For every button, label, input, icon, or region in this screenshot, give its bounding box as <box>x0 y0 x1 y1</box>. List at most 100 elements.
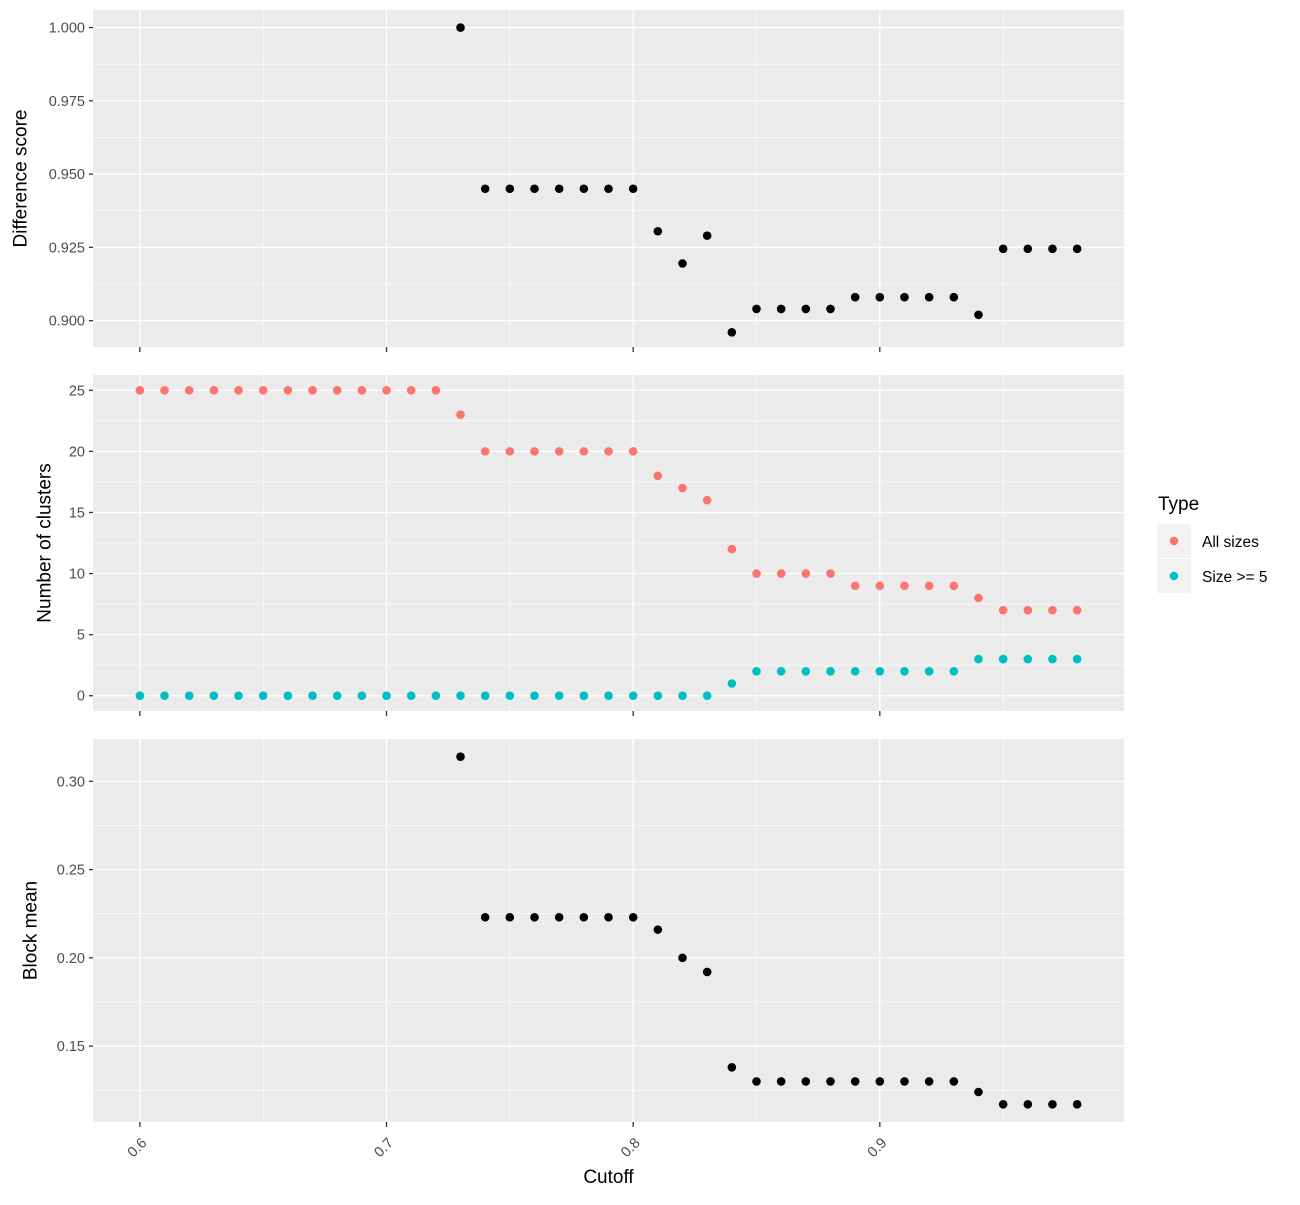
data-point <box>258 691 268 701</box>
data-point <box>234 385 243 395</box>
data-point <box>308 691 317 701</box>
data-point <box>579 447 589 456</box>
data-point <box>727 544 737 554</box>
data-point <box>160 691 169 701</box>
legend-key-point <box>1169 536 1179 546</box>
data-point <box>604 184 613 194</box>
data-point <box>456 410 465 420</box>
y-axis-title: Difference score <box>11 110 32 248</box>
data-point <box>382 385 391 395</box>
data-point <box>1048 1100 1057 1109</box>
data-point <box>1023 605 1033 615</box>
data-point <box>456 23 465 32</box>
data-point <box>702 495 712 505</box>
data-point <box>604 691 613 701</box>
data-point <box>776 569 786 578</box>
legend-title: Type <box>1158 494 1199 515</box>
x-tick-label: 0.7 <box>371 1135 397 1161</box>
y-tick-label: 20 <box>69 444 85 460</box>
x-tick-label: 0.8 <box>618 1135 644 1161</box>
data-point <box>678 953 687 963</box>
data-point <box>678 259 687 268</box>
data-point <box>135 691 145 701</box>
y-tick-label: 10 <box>69 567 85 583</box>
data-point <box>1072 654 1082 664</box>
data-point <box>456 691 465 701</box>
data-point <box>628 912 638 922</box>
data-point <box>332 385 342 395</box>
y-tick-label: 1.000 <box>49 21 85 37</box>
data-point <box>826 1077 835 1086</box>
data-point <box>826 304 835 314</box>
data-point <box>924 581 934 591</box>
data-point <box>801 569 811 578</box>
data-point <box>998 244 1008 254</box>
data-point <box>949 666 959 676</box>
block-mean-panel: 0.15 0.20 0.25 0.30 0.6 0.7 0.8 0.9 Cutoff Block … <box>21 739 1124 1188</box>
data-point <box>406 385 416 395</box>
difference-score-panel: 0.900 0.925 0.950 0.975 1.000 Difference scor… <box>11 10 1124 352</box>
data-point <box>1072 1100 1082 1109</box>
y-tick-label: 0.30 <box>57 774 85 790</box>
legend-label: Size >= 5 <box>1202 569 1268 586</box>
data-point <box>604 912 613 922</box>
data-point <box>850 581 860 591</box>
data-point <box>283 385 293 395</box>
data-point <box>184 385 194 395</box>
data-point <box>801 666 811 676</box>
data-point <box>900 581 909 591</box>
data-point <box>258 385 268 395</box>
data-point <box>135 385 145 395</box>
x-axis-title: Cutoff <box>583 1167 634 1188</box>
y-tick-label: 0.975 <box>49 94 85 110</box>
data-point <box>653 471 663 481</box>
y-tick-label: 5 <box>77 628 85 644</box>
data-point <box>332 691 342 701</box>
data-point <box>752 666 761 676</box>
data-point <box>850 1077 860 1086</box>
data-point <box>554 912 564 922</box>
y-tick-label: 0.25 <box>57 863 85 879</box>
y-tick-label: 0.20 <box>57 951 85 967</box>
data-point <box>900 666 909 676</box>
data-point <box>456 752 465 761</box>
data-point <box>1023 244 1033 254</box>
data-point <box>530 691 539 701</box>
data-point <box>357 385 367 395</box>
data-point <box>875 292 885 302</box>
data-point <box>209 691 219 701</box>
data-point <box>702 967 712 977</box>
legend-key-point <box>1169 571 1179 581</box>
data-point <box>604 447 613 456</box>
data-point <box>998 605 1008 615</box>
y-tick-label: 0.950 <box>49 167 85 183</box>
y-tick-label: 15 <box>69 505 85 521</box>
data-point <box>530 912 539 922</box>
data-point <box>1072 605 1082 615</box>
data-point <box>850 666 860 676</box>
data-point <box>826 666 835 676</box>
data-point <box>924 666 934 676</box>
data-point <box>579 691 589 701</box>
data-point <box>431 385 441 395</box>
data-point <box>628 184 638 194</box>
data-point <box>628 447 638 456</box>
data-point <box>974 593 983 603</box>
data-point <box>924 1077 934 1086</box>
data-point <box>382 691 391 701</box>
data-point <box>924 292 934 302</box>
data-point <box>727 1062 737 1072</box>
data-point <box>875 581 885 591</box>
y-axis-title: Block mean <box>21 881 42 980</box>
y-tick-label: 0.900 <box>49 314 85 330</box>
data-point <box>998 1100 1008 1109</box>
data-point <box>628 691 638 701</box>
data-point <box>160 385 169 395</box>
data-point <box>579 912 589 922</box>
data-point <box>776 304 786 314</box>
data-point <box>998 654 1008 664</box>
data-point <box>1072 244 1082 254</box>
data-point <box>308 385 317 395</box>
